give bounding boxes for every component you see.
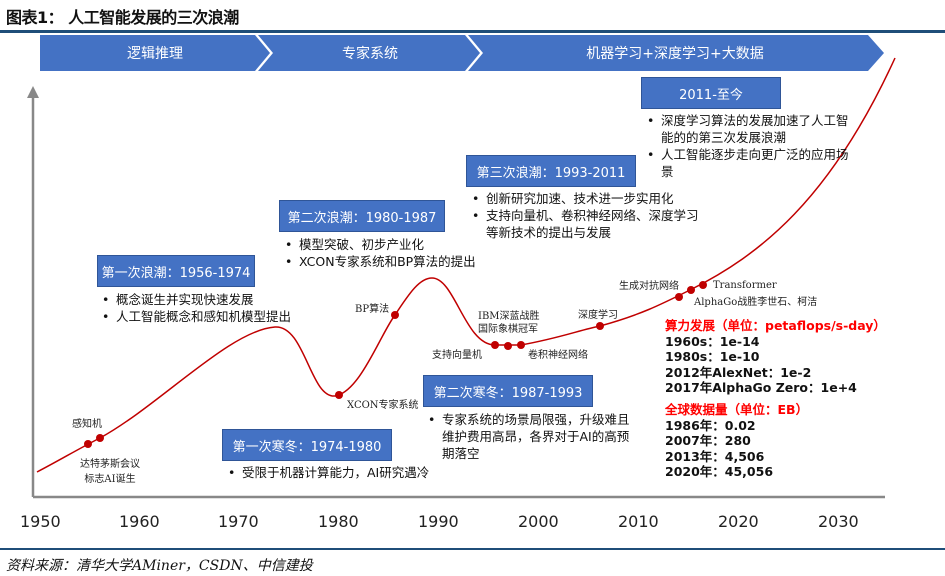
- event-dot-bp: [391, 311, 399, 319]
- compute-stats: 算力发展（单位：petaflops/s-day） 1960s：1e-14 198…: [665, 318, 886, 396]
- x-tick-label: 1950: [20, 512, 61, 531]
- event-dot-svm: [491, 341, 499, 349]
- x-tick-label: 1960: [119, 512, 160, 531]
- phase-arrow-1: [40, 35, 270, 71]
- phase-label-1: 逻辑推理: [127, 46, 183, 62]
- compute-row: 1960s：1e-14: [665, 333, 760, 349]
- datavol-row: 2013年：4,506: [665, 448, 765, 464]
- compute-row: 2017年AlphaGo Zero：1e+4: [665, 380, 857, 395]
- event-alphago: AlphaGo战胜李世石、柯洁: [694, 297, 818, 308]
- winter-1-box: 第一次寒冬：1974-1980: [222, 429, 392, 461]
- datavol-row: 1986年：0.02: [665, 417, 756, 433]
- phase-arrow-3: [468, 35, 884, 71]
- figure-title: 图表1： 人工智能发展的三次浪潮: [6, 8, 239, 27]
- datavol-heading: 全球数据量（单位：EB）: [665, 402, 809, 417]
- compute-row: 1980s：1e-10: [665, 349, 760, 364]
- event-dot-ibm: [504, 342, 512, 350]
- compute-heading: 算力发展（单位：petaflops/s-day）: [665, 318, 886, 333]
- data-volume-stats: 全球数据量（单位：EB） 1986年：0.02 2007年：280 2013年：…: [665, 402, 808, 480]
- event-gan: 生成对抗网络: [619, 281, 679, 292]
- wave-1-box: 第一次浪潮：1956-1974: [97, 255, 255, 287]
- winter-1-bullets: 受限于机器计算能力，AI研究遇冷: [226, 464, 466, 481]
- x-tick-label: 1990: [418, 512, 459, 531]
- event-dot-dartmouth: [96, 434, 104, 442]
- bullet: XCON专家系统和BP算法的提出: [283, 253, 523, 270]
- winter-2-box: 第二次寒冬：1987-1993: [423, 375, 593, 407]
- wave-3-bullets: 创新研究加速、技术进一步实用化支持向量机、卷积神经网络、深度学习等新技术的提出与…: [470, 190, 700, 241]
- event-transformer: Transformer: [713, 280, 777, 291]
- y-axis-arrow: [27, 86, 39, 98]
- bottom-rule: [0, 548, 945, 550]
- winter-2-bullets: 专家系统的场景局限强，升级难且维护费用高昂，各界对于AI的高预期落空: [426, 411, 631, 462]
- compute-row: 2012年AlexNet：1e-2: [665, 364, 812, 380]
- event-dot-perceptron: [84, 440, 92, 448]
- bullet: 概念诞生并实现快速发展: [100, 291, 330, 308]
- event-dl: 深度学习: [578, 310, 618, 321]
- x-tick-label: 2000: [518, 512, 559, 531]
- event-dot-gan: [687, 286, 695, 294]
- bullet: 模型突破、初步产业化: [283, 236, 523, 253]
- wave-1-bullets: 概念诞生并实现快速发展人工智能概念和感知机模型提出: [100, 291, 330, 325]
- event-dot-transformer: [699, 281, 707, 289]
- event-dot-xcon: [335, 391, 343, 399]
- event-svm: 支持向量机: [432, 350, 482, 361]
- x-tick-label: 2010: [618, 512, 659, 531]
- bullet: 深度学习算法的发展加速了人工智能的的第三次发展浪潮: [645, 112, 855, 146]
- bullet: 受限于机器计算能力，AI研究遇冷: [226, 464, 466, 481]
- bullet: 支持向量机、卷积神经网络、深度学习等新技术的提出与发展: [470, 207, 700, 241]
- event-dot-cnn: [517, 341, 525, 349]
- phase-label-3: 机器学习+深度学习+大数据: [586, 46, 764, 62]
- event-dot-dl: [596, 322, 604, 330]
- event-bp: BP算法: [355, 304, 390, 315]
- datavol-row: 2020年：45,056: [665, 464, 774, 479]
- x-tick-label: 1980: [318, 512, 359, 531]
- bullet: 专家系统的场景局限强，升级难且维护费用高昂，各界对于AI的高预期落空: [426, 411, 631, 462]
- wave-4-box: 2011-至今: [641, 77, 781, 109]
- x-tick-label: 2020: [718, 512, 759, 531]
- event-cnn: 卷积神经网络: [528, 350, 588, 361]
- wave-3-box: 第三次浪潮：1993-2011: [466, 155, 636, 187]
- event-ibm: IBM深蓝战胜 国际象棋冠军: [478, 311, 540, 335]
- top-rule: [0, 30, 945, 33]
- source-note: 资料来源：清华大学AMiner，CSDN、中信建投: [6, 558, 313, 574]
- wave-2-bullets: 模型突破、初步产业化XCON专家系统和BP算法的提出: [283, 236, 523, 270]
- bullet: 创新研究加速、技术进一步实用化: [470, 190, 700, 207]
- wave-4-bullets: 深度学习算法的发展加速了人工智能的的第三次发展浪潮人工智能逐步走向更广泛的应用场…: [645, 112, 855, 180]
- bullet: 人工智能逐步走向更广泛的应用场景: [645, 146, 855, 180]
- wave-2-box: 第二次浪潮：1980-1987: [279, 200, 445, 232]
- datavol-row: 2007年：280: [665, 433, 751, 448]
- event-dartmouth: 达特茅斯会议 标志AI诞生: [80, 459, 140, 485]
- bullet: 人工智能概念和感知机模型提出: [100, 308, 330, 325]
- phase-label-2: 专家系统: [342, 46, 398, 62]
- event-perceptron: 感知机: [72, 419, 102, 430]
- x-tick-label: 1970: [218, 512, 259, 531]
- event-dot-alphago: [675, 293, 683, 301]
- x-tick-label: 2030: [818, 512, 859, 531]
- phase-arrow-2: [258, 35, 480, 71]
- event-xcon: XCON专家系统: [347, 400, 419, 411]
